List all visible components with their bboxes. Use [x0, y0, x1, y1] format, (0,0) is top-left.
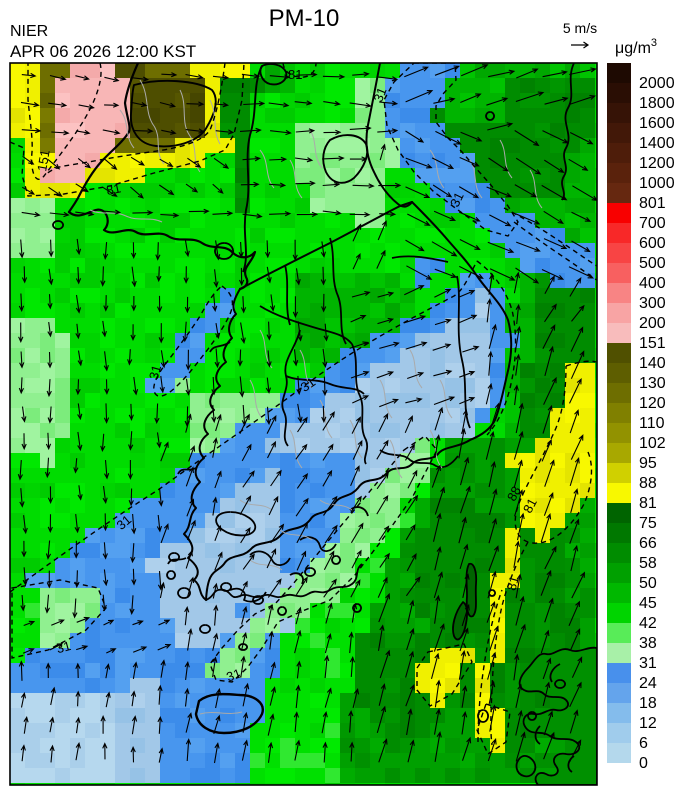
svg-text:130: 130 [639, 375, 666, 392]
svg-text:12: 12 [639, 715, 657, 732]
svg-text:31: 31 [447, 190, 467, 210]
svg-text:95: 95 [639, 455, 657, 472]
svg-text:31: 31 [639, 655, 657, 672]
svg-text:1800: 1800 [639, 95, 675, 112]
svg-text:81: 81 [105, 180, 122, 198]
svg-text:110: 110 [639, 415, 665, 432]
svg-text:31: 31 [55, 638, 73, 656]
svg-text:88: 88 [639, 475, 657, 492]
svg-text:38: 38 [639, 635, 657, 652]
svg-text:700: 700 [639, 215, 666, 232]
svg-text:66: 66 [639, 535, 657, 552]
svg-text:18: 18 [639, 695, 657, 712]
svg-text:58: 58 [639, 555, 657, 572]
svg-text:2000: 2000 [639, 75, 675, 92]
svg-text:1600: 1600 [639, 115, 675, 132]
svg-text:42: 42 [639, 615, 657, 632]
svg-text:31: 31 [146, 363, 164, 381]
svg-text:1200: 1200 [639, 155, 675, 172]
svg-text:75: 75 [639, 515, 657, 532]
svg-text:102: 102 [639, 435, 666, 452]
svg-text:NIER: NIER [10, 23, 48, 40]
svg-text:1400: 1400 [639, 135, 675, 152]
svg-text:0: 0 [639, 755, 648, 772]
svg-text:50: 50 [639, 575, 657, 592]
svg-text:24: 24 [639, 675, 657, 692]
svg-text:81: 81 [520, 496, 540, 516]
svg-text:PM-10: PM-10 [269, 5, 340, 32]
svg-text:31: 31 [370, 85, 389, 104]
svg-text:400: 400 [639, 275, 666, 292]
svg-text:600: 600 [639, 235, 666, 252]
svg-text:μg/m3: μg/m3 [615, 37, 657, 57]
svg-text:1000: 1000 [639, 175, 675, 192]
svg-text:151: 151 [34, 149, 53, 173]
svg-text:88: 88 [504, 484, 524, 504]
svg-text:200: 200 [639, 315, 666, 332]
svg-text:81: 81 [288, 67, 302, 82]
svg-text:6: 6 [639, 735, 648, 752]
svg-text:45: 45 [639, 595, 657, 612]
svg-text:500: 500 [639, 255, 666, 272]
svg-text:140: 140 [639, 355, 666, 372]
svg-text:5 m/s: 5 m/s [563, 20, 597, 36]
svg-text:300: 300 [639, 295, 666, 312]
svg-text:81: 81 [639, 495, 657, 512]
svg-text:151: 151 [639, 335, 666, 352]
svg-text:31: 31 [298, 374, 318, 395]
svg-text:APR 06 2026 12:00 KST: APR 06 2026 12:00 KST [10, 42, 196, 61]
svg-text:31: 31 [224, 665, 243, 684]
svg-text:120: 120 [639, 395, 666, 412]
svg-text:801: 801 [639, 195, 666, 212]
